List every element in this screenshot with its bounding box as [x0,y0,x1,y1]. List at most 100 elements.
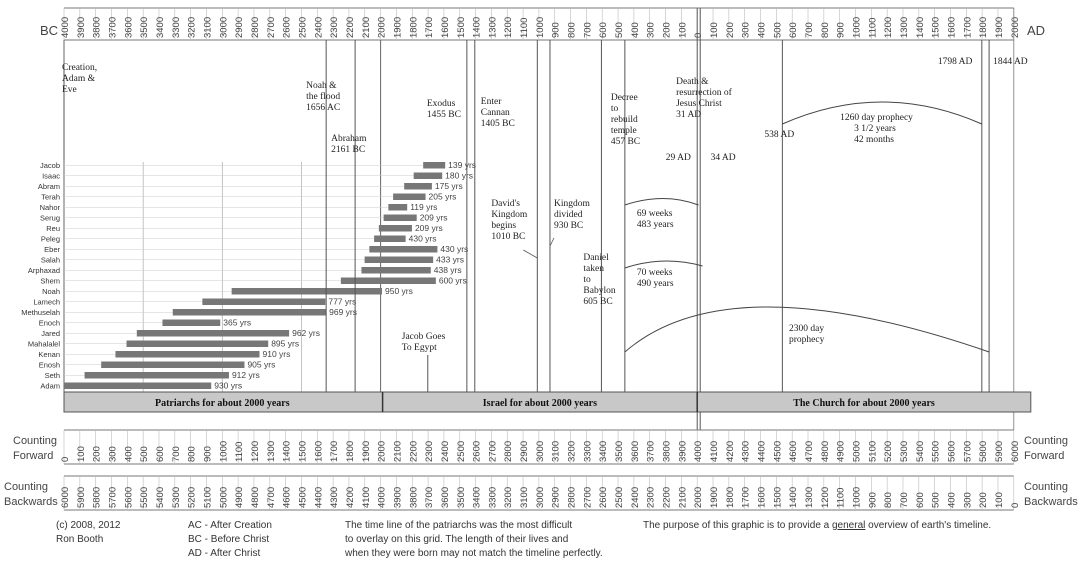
forward-scale-tick-label: 5700 [962,441,973,462]
backward-scale-tick-label: 1800 [725,487,736,508]
1260-day-label: 42 months [854,135,894,145]
forward-scale-tick-label: 3800 [662,441,673,462]
top-scale-tick-label: 2700 [266,17,277,38]
top-scale-tick-label: 400 [757,22,768,38]
top-scale-tick-label: 1600 [440,17,451,38]
top-scale-tick-label: 1400 [915,17,926,38]
patriarch-bar [423,162,446,169]
backward-scale-tick-label: 700 [899,492,910,508]
era-label: Israel for about 2000 years [483,398,597,409]
forward-scale-tick-label: 4300 [741,441,752,462]
forward-scale-tick-label: 5100 [867,441,878,462]
forward-scale-tick-label: 5600 [946,441,957,462]
ad29-label: 29 AD [666,153,691,163]
era-label: The Church for about 2000 years [793,398,935,409]
forward-scale-tick-label: 5400 [915,441,926,462]
backward-scale-tick-label: 3500 [456,487,467,508]
patriarch-years: 433 yrs [436,255,464,265]
backward-scale-tick-label: 2300 [646,487,657,508]
note-line-3: when they were born may not match the ti… [344,548,603,559]
backward-scale-tick-label: 3200 [503,487,514,508]
backward-scale-tick-label: 5000 [218,487,229,508]
backward-label-right: Counting Backwards [1024,481,1078,508]
davids-kingdom-leader [523,249,538,259]
backward-scale-tick-label: 4600 [282,487,293,508]
top-scale-tick-label: 3000 [218,17,229,38]
forward-scale-tick-label: 4700 [804,441,815,462]
ad1798-label: 1798 AD [938,57,973,67]
forward-scale-tick-label: 4200 [725,441,736,462]
copyright: (c) 2008, 2012 [56,520,121,531]
forward-scale-tick-label: 3700 [646,441,657,462]
backward-scale-tick-label: 5500 [139,487,150,508]
forward-scale-tick-label: 2100 [392,441,403,462]
top-scale-tick-label: 2800 [250,17,261,38]
top-scale-tick-label: 1000 [852,17,863,38]
backward-scale-tick-label: 600 [915,492,926,508]
forward-scale-tick-label: 2400 [440,441,451,462]
2300-day-label: 2300 day [789,324,824,334]
patriarch-bar [364,256,434,263]
top-scale-tick-label: 100 [677,22,688,38]
forward-scale-tick-label: 100 [76,446,87,462]
christ-label: resurrection of [676,87,732,98]
backward-scale-tick-label: 1400 [788,487,799,508]
patriarch-name: Salah [41,256,60,265]
patriarch-bar [361,267,431,274]
top-year-axis: 4000 3900 3800 3700 3600 3500 3400 3300 3200 3100… [60,7,1021,41]
backward-scale-tick-label: 2800 [567,487,578,508]
patriarch-years: 209 yrs [420,213,448,223]
backward-scale-tick-label: 3100 [519,487,530,508]
69-weeks-arc [624,198,699,206]
patriarch-name: Adam [40,382,60,391]
davids-kingdom-label: David's [491,199,520,209]
forward-scale-tick-label: 5300 [899,441,910,462]
1260-day-label: 3 1/2 years [854,124,896,134]
footer: (c) 2008, 2012 Ron Booth AC - After Crea… [56,520,991,559]
forward-scale-tick-label: 1600 [313,441,324,462]
patriarch-bar [388,204,408,211]
top-scale-tick-label: 1700 [424,17,435,38]
top-scale-tick-label: 3200 [187,17,198,38]
patriarch-name: Arphaxad [28,266,60,275]
backward-scale-tick-label: 1700 [741,487,752,508]
top-scale-tick-label: 300 [646,22,657,38]
flood-label: 1656 AC [306,103,340,113]
patriarch-bar [101,361,245,368]
patriarch-name: Terah [41,193,60,202]
patriarch-name: Peleg [41,235,60,244]
kingdom-divided-label: 930 BC [554,221,583,231]
top-scale-tick-label: 1600 [946,17,957,38]
top-scale-tick-label: 1000 [535,17,546,38]
legend-ac: AC - After Creation [188,520,272,531]
backward-scale-tick-label: 2500 [614,487,625,508]
creation-label: Creation, [62,63,97,73]
bc-label: BC [40,23,58,38]
patriarch-bar [383,214,417,221]
backward-scale-tick-label: 3400 [472,487,483,508]
patriarch-years: 175 yrs [435,181,463,191]
forward-scale-tick-label: 1100 [234,442,245,462]
top-scale-tick-label: 900 [551,22,562,38]
top-scale-tick-label: 2600 [282,17,293,38]
forward-label-left: Counting Forward [13,435,57,462]
patriarch-bar [202,298,326,305]
top-scale-tick-label: 1100 [519,18,530,38]
70-weeks-label: 490 years [637,279,674,289]
legend-ad: AD - After Christ [188,548,260,559]
top-scale-tick-label: 2100 [361,17,372,38]
patriarch-years: 962 yrs [292,328,320,338]
patriarch-bar [126,340,269,347]
kingdom-divided-label: Kingdom [554,199,591,209]
svg-text:Counting: Counting [1024,435,1068,447]
forward-scale-tick-label: 4100 [709,441,720,462]
top-scale-tick-label: 500 [772,22,783,38]
patriarch-years: 430 yrs [409,234,437,244]
svg-text:Counting: Counting [1024,481,1068,493]
canaan-label: Cannan [481,108,510,118]
patriarch-name: Noah [42,287,60,296]
backward-scale-tick-label: 5800 [92,487,103,508]
patriarch-name: Serug [40,214,60,223]
70-weeks-arc [624,260,703,269]
patriarch-years: 969 yrs [329,307,357,317]
